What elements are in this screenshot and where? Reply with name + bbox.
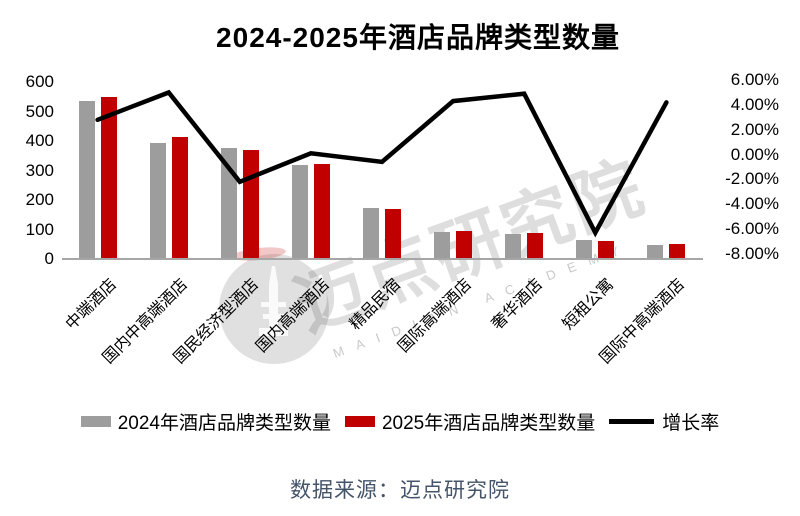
right-tick-4.00%: 4.00% — [730, 94, 779, 114]
bar-2025-5 — [385, 208, 401, 259]
bar-2024-7 — [505, 233, 522, 259]
chart-title-text: 2024-2025年酒店品牌类型数量 — [216, 22, 620, 53]
bar-2025-9 — [669, 244, 686, 259]
left-tick-500: 500 — [25, 101, 54, 121]
category-axis-line — [62, 258, 703, 260]
plot-area — [62, 82, 702, 259]
category-label-1: 中端酒店 — [62, 276, 120, 334]
category-label-7: 奢华酒店 — [488, 276, 547, 334]
category-label-4: 国内高端酒店 — [253, 276, 333, 356]
left-tick-200: 200 — [25, 190, 54, 209]
bar-2025-4 — [313, 164, 330, 259]
bar-2024-2 — [149, 142, 166, 259]
bar-2024-5 — [363, 208, 379, 259]
left-tick-600: 600 — [25, 72, 54, 91]
right-tick-6.00%: 6.00% — [730, 70, 779, 89]
bar-2024-1 — [78, 101, 95, 259]
right-tick--2.00%: -2.00% — [725, 169, 779, 189]
bar-2025-6 — [456, 230, 473, 259]
legend-label-growth: 增长率 — [662, 413, 720, 434]
bar-2025-2 — [171, 136, 188, 259]
growth-rate-line — [95, 89, 669, 238]
legend-swatch-2024 — [80, 416, 111, 427]
right-tick-2.00%: 2.00% — [730, 119, 779, 139]
bar-2024-9 — [647, 244, 664, 259]
legend-label-2024: 2024年酒店品牌类型数量 — [117, 413, 331, 434]
chart-title: 2024-2025年酒店品牌类型数量 — [0, 16, 800, 56]
category-label-8: 短租公寓 — [560, 276, 618, 334]
legend-swatch-2025 — [344, 416, 375, 427]
left-tick-300: 300 — [25, 160, 54, 180]
legend-label-2025: 2025年酒店品牌类型数量 — [381, 413, 596, 434]
right-tick--8.00%: -8.00% — [725, 243, 779, 263]
left-tick-100: 100 — [25, 219, 54, 239]
right-tick--6.00%: -6.00% — [725, 219, 779, 238]
bar-2025-1 — [100, 96, 117, 259]
data-source-note: 数据来源：迈点研究院 — [290, 479, 510, 502]
bar-2025-8 — [598, 241, 615, 259]
bar-2024-4 — [291, 164, 308, 259]
category-label-5: 精品民宿 — [346, 276, 405, 334]
legend: 2024年酒店品牌类型数量 2025年酒店品牌类型数量 增长率 — [0, 408, 800, 435]
left-tick-0: 0 — [44, 249, 54, 268]
right-tick--4.00%: -4.00% — [725, 194, 779, 214]
bar-2024-8 — [576, 240, 593, 259]
category-label-6: 国际高端酒店 — [395, 276, 476, 356]
legend-line-swatch — [609, 419, 655, 424]
growth-line-layer — [95, 89, 669, 238]
left-tick-400: 400 — [25, 131, 54, 150]
bar-2025-7 — [527, 232, 544, 259]
right-tick-0.00%: 0.00% — [730, 144, 779, 164]
bar-2024-6 — [434, 231, 451, 259]
